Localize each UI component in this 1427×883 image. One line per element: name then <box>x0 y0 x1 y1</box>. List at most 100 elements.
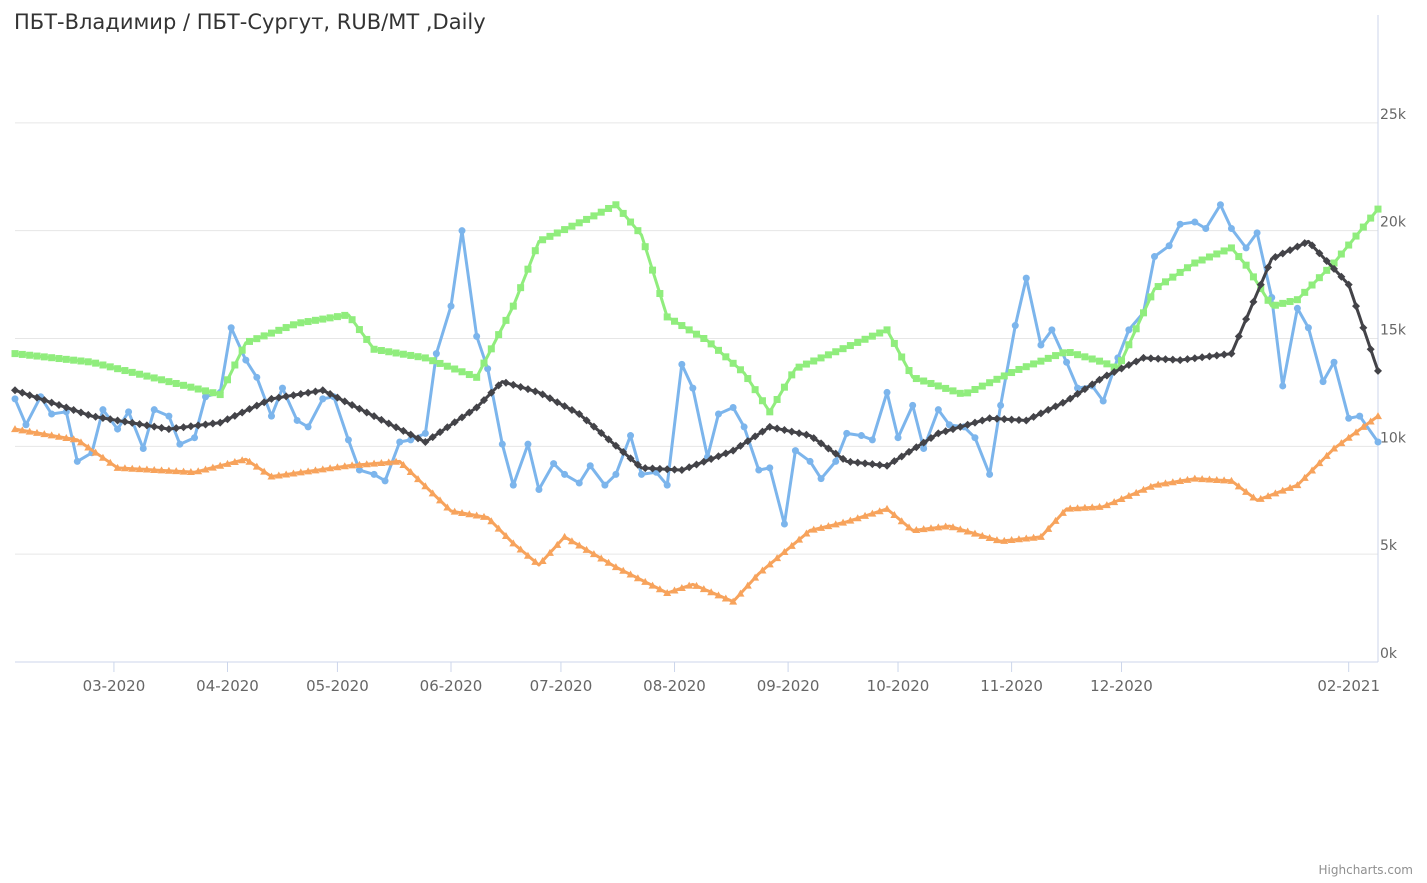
data-point <box>399 350 407 358</box>
data-point <box>1216 201 1224 209</box>
data-point <box>978 416 987 425</box>
data-point <box>516 545 525 553</box>
data-point <box>1037 341 1045 349</box>
data-point <box>392 423 401 432</box>
data-point <box>1374 366 1382 375</box>
data-point <box>1102 501 1111 509</box>
data-point <box>619 566 628 574</box>
data-point <box>546 232 554 240</box>
data-point <box>1345 241 1353 249</box>
x-tick-label: 02-2021 <box>1317 677 1380 695</box>
data-point <box>421 438 430 447</box>
data-point <box>1124 491 1133 499</box>
data-point <box>729 597 738 605</box>
data-point <box>671 317 679 325</box>
data-point <box>25 391 34 400</box>
data-point <box>1300 473 1309 481</box>
data-point <box>443 503 452 511</box>
data-point <box>517 284 525 292</box>
data-point <box>128 418 137 427</box>
data-point <box>509 539 518 547</box>
data-point <box>1014 416 1023 425</box>
data-point <box>846 516 855 524</box>
data-point <box>201 420 210 429</box>
data-point <box>1000 415 1009 424</box>
data-point <box>890 457 899 466</box>
data-point <box>597 208 605 216</box>
data-point <box>743 437 752 446</box>
data-point <box>1352 302 1361 311</box>
data-point <box>992 536 1001 544</box>
data-point <box>242 356 250 364</box>
data-point <box>143 372 151 380</box>
y-tick-label: 5k <box>1380 538 1398 554</box>
data-point <box>84 443 93 451</box>
data-point <box>311 387 320 396</box>
data-point <box>33 352 41 360</box>
data-point <box>1279 299 1287 307</box>
data-point <box>1315 249 1324 258</box>
data-point <box>677 466 686 475</box>
data-point <box>531 387 540 396</box>
data-point <box>890 339 898 347</box>
data-point <box>194 467 203 475</box>
data-point <box>575 409 584 418</box>
data-point <box>370 459 379 467</box>
data-point <box>1293 242 1302 251</box>
data-point <box>128 368 136 376</box>
data-point <box>326 464 335 472</box>
data-point <box>817 354 825 362</box>
data-point <box>54 432 63 440</box>
data-point <box>450 418 459 427</box>
data-point <box>11 395 19 403</box>
data-point <box>941 427 950 436</box>
data-point <box>40 353 48 361</box>
data-point <box>91 412 100 421</box>
data-point <box>377 458 386 466</box>
data-point <box>230 458 239 466</box>
data-point <box>663 313 671 321</box>
data-point <box>48 410 56 418</box>
data-point <box>619 448 628 457</box>
data-point <box>1140 309 1148 317</box>
data-point <box>861 459 870 468</box>
data-point <box>450 507 459 515</box>
data-point <box>76 438 85 446</box>
data-point <box>909 401 917 409</box>
data-point <box>495 331 503 339</box>
data-point <box>589 550 598 558</box>
data-point <box>787 427 796 436</box>
data-point <box>1319 378 1327 386</box>
data-point <box>560 402 569 411</box>
credits-link[interactable]: Highcharts.com <box>1318 863 1413 877</box>
data-point <box>458 508 467 516</box>
data-point <box>832 457 840 465</box>
data-point <box>311 316 319 324</box>
data-point <box>934 429 943 438</box>
y-tick-label: 20k <box>1380 215 1407 231</box>
data-point <box>1125 326 1133 334</box>
data-point <box>992 414 1001 423</box>
data-point <box>113 463 122 471</box>
data-point <box>106 458 115 466</box>
data-point <box>611 441 620 450</box>
data-point <box>1198 256 1206 264</box>
data-point <box>1279 382 1287 390</box>
data-point <box>744 375 752 383</box>
data-point <box>260 398 269 407</box>
data-point <box>421 482 430 490</box>
data-point <box>707 340 715 348</box>
data-point <box>443 362 451 370</box>
data-point <box>11 350 19 358</box>
data-point <box>135 465 144 473</box>
data-point <box>831 520 840 528</box>
data-point <box>164 466 173 474</box>
data-point <box>670 586 679 594</box>
data-point <box>318 465 327 473</box>
data-point <box>48 354 56 362</box>
data-point <box>1220 476 1229 484</box>
data-point <box>1308 466 1317 474</box>
data-point <box>597 554 606 562</box>
data-point <box>583 215 591 223</box>
data-point <box>1169 273 1177 281</box>
